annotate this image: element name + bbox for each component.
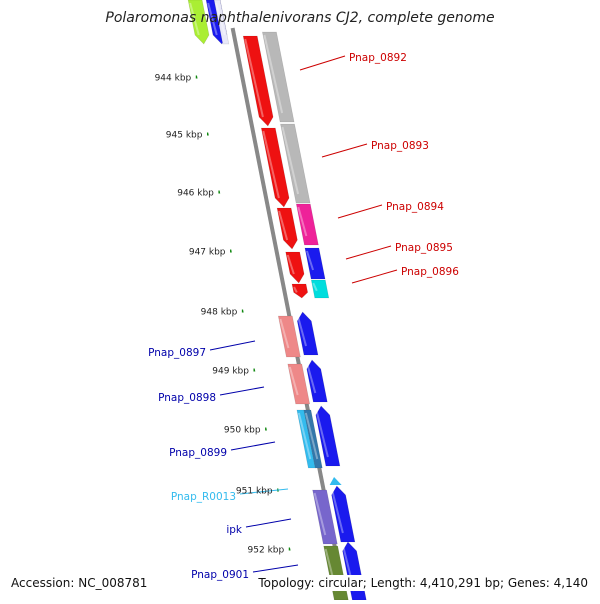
gene-Pnap_0897-highlight [296, 314, 307, 347]
gene-label: Pnap_0899 [169, 447, 227, 459]
upstream-gene-feature-highlight [189, 2, 200, 36]
gene-Pnap_0898-highlight [306, 362, 317, 394]
features-layer [187, 0, 367, 601]
gene-Pnap_0892-highlight [244, 38, 264, 118]
gene-label: Pnap_0893 [371, 140, 429, 152]
genome-summary-text: Topology: circular; Length: 4,410,291 bp… [256, 575, 590, 591]
gene-Pnap_0895 [285, 251, 305, 284]
gene-label: Pnap_0901 [191, 569, 249, 581]
gene-label-line [245, 518, 292, 528]
gene-Pnap_0897-shadow-highlight [279, 318, 290, 349]
gene-label: Pnap_0896 [401, 266, 459, 278]
kbp-tick-label: 950 kbp [224, 426, 261, 436]
kbp-tick-label: 947 kbp [189, 248, 226, 258]
gene-Pnap_0894-shadow-highlight [297, 206, 308, 237]
gene-Pnap_0897 [296, 311, 319, 356]
gene-Pnap_0899 [315, 405, 341, 467]
kbp-tick-label: 945 kbp [166, 131, 203, 141]
gene-label: Pnap_0894 [386, 201, 444, 213]
gene-Pnap_0898-shadow [287, 363, 311, 405]
gene-label: Pnap_0898 [158, 392, 216, 404]
gene-Pnap_0896-shadow [310, 279, 330, 299]
gene-label-line [321, 143, 368, 158]
gene-label-line [345, 245, 392, 260]
gene-Pnap_0899-shadow2 [303, 409, 323, 469]
gene-Pnap_0897-shadow [277, 315, 301, 358]
gene-Pnap_0893-shadow-highlight [281, 126, 300, 195]
gene-label: Pnap_R0013 [171, 491, 236, 503]
kbp-tick-label: 946 kbp [177, 189, 214, 199]
labels-layer: 944 kbp 945 kbp 946 kbp 947 kbp 948 kbp 949 k… [148, 52, 459, 581]
kbp-tick-label: 952 kbp [248, 546, 285, 556]
upstream-gene-feature-highlight [215, 2, 226, 36]
upstream-gene-feature [213, 0, 230, 45]
gene-label-line [351, 269, 398, 284]
gene-Pnap_0893-shadow [280, 123, 311, 204]
map-title: Polaromonas naphthalenivorans CJ2, compl… [105, 10, 495, 26]
gene-Pnap_0893 [260, 127, 290, 208]
gene-label-line [337, 204, 383, 219]
gene-Pnap_0895-shadow-highlight [305, 250, 315, 271]
gene-Pnap_0896-highlight [293, 286, 298, 293]
kbp-tick-label: 944 kbp [155, 74, 192, 84]
gene-label-line [239, 488, 289, 495]
gene-Pnap_0896-shadow-highlight [312, 282, 318, 292]
gene-Pnap_0898-shadow-highlight [288, 366, 299, 396]
gene-label: Pnap_0892 [349, 52, 407, 64]
gene-label-line [230, 441, 276, 451]
gene-label: ipk [226, 524, 243, 536]
gene-ipk-highlight [330, 488, 344, 534]
gene-Pnap_0894 [276, 207, 298, 250]
label-lines-layer [209, 55, 398, 573]
gene-Pnap_0892-shadow [262, 31, 295, 123]
kbp-tick-label: 948 kbp [201, 308, 238, 318]
gene-Pnap_0894-highlight [278, 210, 289, 241]
gene-label-line [252, 564, 299, 573]
kbp-tick-label: 951 kbp [236, 487, 273, 497]
gene-Pnap_0896 [291, 283, 309, 299]
gene-Pnap_0892-shadow-highlight [263, 34, 284, 114]
gene-Pnap_0894-shadow [295, 203, 319, 246]
gene-Pnap_0895-highlight [286, 254, 295, 275]
gene-label-line [299, 55, 346, 71]
gene-label: Pnap_0895 [395, 242, 453, 254]
gene-Pnap_0899-highlight [315, 408, 329, 458]
gene-Pnap_R0013 [329, 477, 342, 485]
gene-Pnap_0898 [306, 359, 328, 403]
gene-Pnap_0892 [242, 35, 274, 127]
gene-label: Pnap_0897 [148, 347, 206, 359]
gene-ipk-shadow [312, 489, 338, 545]
gene-Pnap_0893-highlight [262, 130, 280, 199]
upstream-gene-feature-highlight [207, 2, 218, 36]
accession-text: Accession: NC_008781 [9, 575, 150, 591]
gene-label-line [209, 340, 256, 351]
upstream-gene-feature [187, 0, 210, 45]
gene-ipk-shadow-highlight [313, 492, 327, 536]
gene-Pnap_0899-shadow2-highlight [304, 412, 319, 460]
gene-Pnap_0895-shadow [304, 247, 326, 280]
gene-label-line [219, 386, 265, 396]
gene-Pnap_0899-shadow-highlight [297, 412, 312, 460]
kbp-tick-label: 949 kbp [212, 367, 249, 377]
